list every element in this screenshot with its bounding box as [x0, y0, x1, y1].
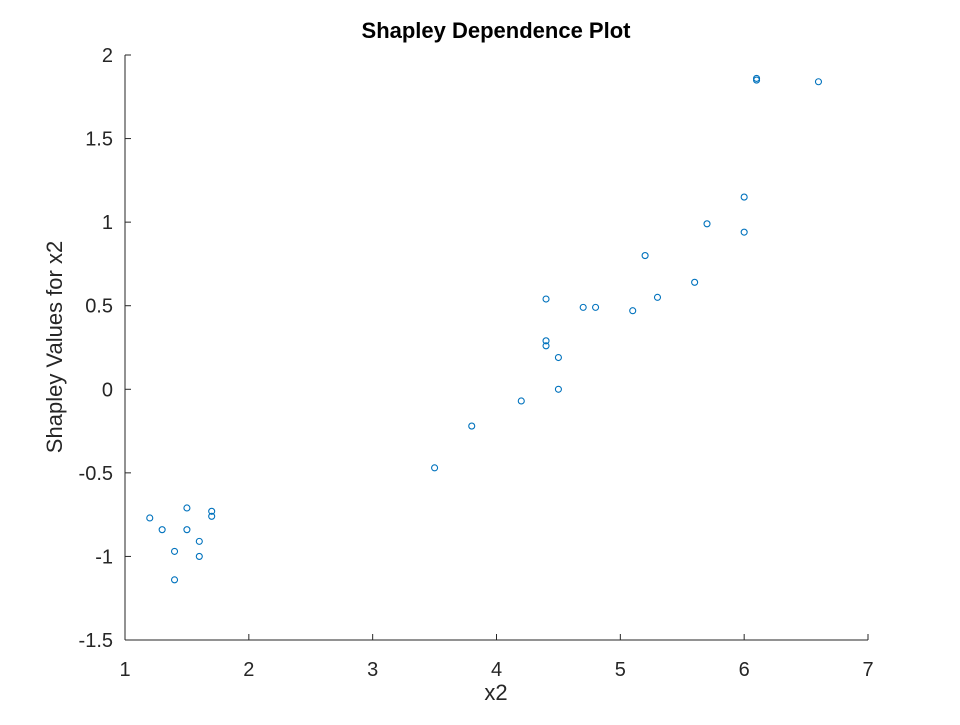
data-point [146, 514, 154, 522]
data-point [691, 278, 699, 286]
data-point [170, 547, 179, 555]
x-tick-label: 2 [243, 659, 254, 681]
y-tick-label: 2 [102, 45, 113, 67]
y-axis-label: Shapley Values for x2 [42, 241, 67, 453]
data-point [183, 526, 191, 534]
data-point [740, 228, 748, 236]
data-point [170, 576, 179, 584]
y-tick-label: -1.5 [79, 630, 113, 652]
data-point [431, 464, 439, 472]
data-point [554, 353, 562, 362]
x-tick-label: 3 [367, 659, 378, 681]
data-point [653, 293, 662, 301]
data-point [542, 337, 550, 345]
y-tick-label: 1 [102, 212, 113, 234]
data-point [468, 422, 476, 430]
x-axis-label: x2 [484, 680, 507, 705]
data-point [208, 507, 216, 515]
y-tick-label: 0.5 [85, 296, 113, 318]
data-point [183, 504, 191, 512]
data-point [641, 252, 649, 260]
y-tick-label: -0.5 [79, 463, 113, 485]
data-point [517, 397, 525, 405]
data-point [542, 295, 550, 303]
x-tick-label: 7 [862, 659, 873, 681]
data-point [752, 76, 761, 84]
data-point [195, 552, 203, 560]
data-point [740, 193, 748, 201]
data-point [195, 537, 203, 545]
data-point [629, 307, 637, 315]
data-point [592, 303, 600, 311]
y-tick-label: -1 [95, 546, 113, 568]
data-point [208, 512, 216, 520]
data-point [814, 78, 823, 86]
data-point [158, 526, 166, 534]
x-tick-label: 4 [491, 659, 502, 681]
data-point [554, 385, 562, 393]
data-point [542, 342, 550, 350]
x-tick-label: 6 [739, 659, 750, 681]
x-tick-label: 5 [615, 659, 626, 681]
axes: 1 2 3 4 5 6 7 -1.5 -1 -0.5 0 0.5 1 1.5 2 [79, 45, 874, 681]
x-tick-label: 1 [119, 659, 130, 681]
y-tick-label: 0 [102, 379, 113, 401]
data-point [579, 303, 587, 311]
data-point [703, 220, 711, 228]
data-points [146, 74, 823, 584]
chart-title: Shapley Dependence Plot [362, 18, 632, 43]
y-tick-label: 1.5 [85, 129, 113, 151]
